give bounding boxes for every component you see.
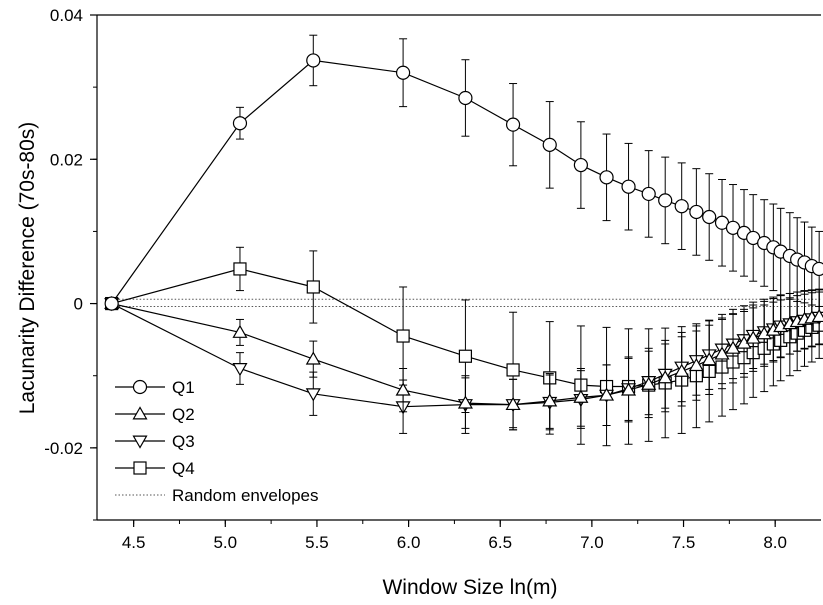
y-tick-label: 0.04 [50, 6, 83, 25]
data-point [395, 65, 411, 80]
legend-swatch-marker [133, 461, 147, 475]
data-point [641, 186, 656, 202]
data-point [306, 280, 320, 294]
data-point [599, 387, 615, 401]
legend-item-q2: Q2 [115, 405, 195, 424]
x-tick-label: 7.0 [580, 533, 604, 552]
data-point [232, 363, 248, 377]
legend-item-q4: Q4 [115, 459, 195, 478]
data-point [505, 396, 521, 411]
x-tick-label: 4.5 [122, 533, 146, 552]
x-tick-label: 5.5 [305, 533, 329, 552]
x-tick-label: 7.5 [672, 533, 696, 552]
data-point [745, 330, 761, 344]
data-point [621, 179, 636, 194]
data-point [458, 349, 473, 363]
legend-swatch-marker [132, 379, 148, 395]
data-point [689, 204, 704, 220]
data-point [232, 324, 248, 338]
x-tick-label: 8.0 [763, 533, 787, 552]
axes [90, 14, 821, 527]
data-point [674, 363, 690, 377]
x-axis-title: Window Size ln(m) [382, 576, 557, 599]
legend-item-random-envelopes: Random envelopes [115, 486, 318, 505]
legend-label: Random envelopes [172, 486, 318, 505]
tick-labels: 0.04 0.02 0 -0.02 4.5 5.0 5.5 6.0 6.5 7.0 7.5 8.0 [44, 6, 787, 552]
data-point [542, 137, 557, 152]
x-tick-label: 6.5 [488, 533, 512, 552]
data-point [714, 346, 730, 360]
data-point [599, 170, 614, 185]
data-point [506, 363, 520, 377]
y-tick-label: 0.02 [50, 150, 83, 169]
data-point [305, 388, 321, 402]
legend-label: Q2 [172, 405, 195, 424]
data-point [457, 395, 473, 409]
legend-item-q1: Q1 [115, 378, 195, 397]
data-point [657, 370, 673, 384]
legend-label: Q1 [172, 378, 195, 397]
data-point [812, 261, 823, 277]
data-point [688, 357, 704, 372]
data-point [621, 382, 637, 396]
data-point [641, 376, 657, 390]
data-point [104, 296, 119, 311]
data-point [505, 117, 521, 132]
legend-swatch-marker [132, 406, 148, 420]
x-tick-label: 5.0 [213, 533, 237, 552]
data-point [305, 351, 321, 365]
data-point [233, 262, 247, 276]
legend-item-q3: Q3 [115, 432, 195, 451]
data-point [232, 116, 248, 131]
data-point [306, 53, 321, 68]
legend-swatch-marker [132, 435, 148, 449]
data-point [542, 393, 558, 407]
data-point [811, 308, 823, 323]
legend-label: Q3 [172, 432, 195, 451]
series-q1 [104, 34, 823, 311]
x-tick-label: 6.0 [397, 533, 421, 552]
y-axis-title: Lacunarity Difference (70s-80s) [16, 122, 39, 415]
data-point [573, 389, 589, 403]
legend: Q1 Q2 Q3 Q4 Random envelopes [115, 378, 318, 505]
series-q4 [105, 246, 823, 447]
series-layer [104, 34, 823, 447]
y-tick-label: -0.02 [44, 439, 83, 458]
data-point [658, 193, 673, 208]
y-tick-label: 0 [74, 295, 83, 314]
data-point [458, 90, 473, 106]
random-envelopes [111, 298, 821, 307]
data-point [701, 352, 717, 366]
legend-label: Q4 [172, 459, 195, 478]
data-point [674, 199, 689, 214]
data-point [702, 209, 717, 225]
data-point [725, 340, 741, 354]
data-point [395, 382, 411, 396]
data-point [573, 157, 588, 173]
data-point [396, 329, 410, 343]
